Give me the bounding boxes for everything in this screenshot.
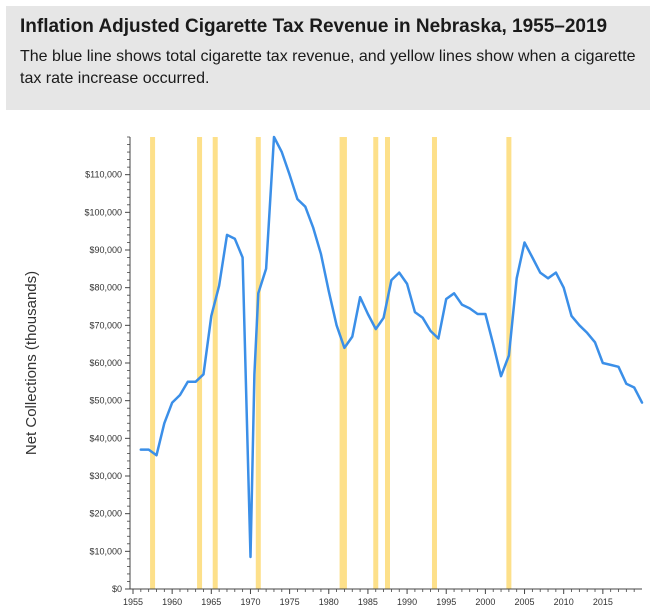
x-tick-label: 1960	[162, 597, 182, 607]
y-tick-label: $70,000	[89, 320, 122, 330]
x-tick-label: 1980	[319, 597, 339, 607]
y-tick-label: $10,000	[89, 546, 122, 556]
chart-title: Inflation Adjusted Cigarette Tax Revenue…	[20, 16, 608, 37]
tax-increase-bar-7	[385, 137, 390, 589]
x-tick-label: 2015	[593, 597, 613, 607]
tax-increase-bar-0	[150, 137, 156, 589]
tax-increase-bar-2	[212, 137, 218, 589]
x-tick-label: 1955	[123, 597, 143, 607]
tax-increase-bar-6	[373, 137, 379, 589]
tax-increase-bars	[150, 137, 512, 589]
chart-subtitle: The blue line shows total cigarette tax …	[20, 48, 636, 87]
y-tick-label: $60,000	[89, 358, 122, 368]
x-tick-label: 1985	[358, 597, 378, 607]
revenue-line-layer	[139, 135, 644, 559]
x-tick-label: 2005	[515, 597, 535, 607]
y-axis-label: Net Collections (thousands)	[23, 271, 40, 455]
y-tick-label: $100,000	[84, 207, 122, 217]
x-tick-label: 1990	[397, 597, 417, 607]
chart-header: Inflation Adjusted Cigarette Tax Revenue…	[6, 6, 650, 110]
chart-axes: $0 $10,000 $20,000 $30,000 $40,000 $50,000 $60…	[84, 136, 642, 607]
tax-increase-bar-5	[341, 137, 347, 589]
y-tick-label: $30,000	[89, 471, 122, 481]
y-tick-label: $0	[112, 584, 122, 594]
y-tick-label: $110,000	[85, 170, 122, 180]
tax-increase-bar-8	[431, 137, 437, 589]
revenue-line	[139, 135, 644, 559]
x-tick-label: 1970	[240, 597, 260, 607]
x-tick-label: 2000	[475, 597, 495, 607]
tax-increase-bar-9	[506, 137, 512, 589]
tax-increase-bar-3	[255, 137, 261, 589]
x-tick-label: 2010	[554, 597, 574, 607]
y-tick-label: $80,000	[89, 283, 122, 293]
x-tick-label: 1965	[201, 597, 221, 607]
y-tick-label: $50,000	[89, 396, 122, 406]
tax-increase-bar-1	[197, 137, 203, 589]
y-tick-label: $90,000	[89, 245, 122, 255]
x-tick-label: 1995	[436, 597, 456, 607]
x-tick-label: 1975	[280, 597, 300, 607]
y-tick-label: $40,000	[89, 433, 122, 443]
y-tick-label: $20,000	[89, 509, 122, 519]
